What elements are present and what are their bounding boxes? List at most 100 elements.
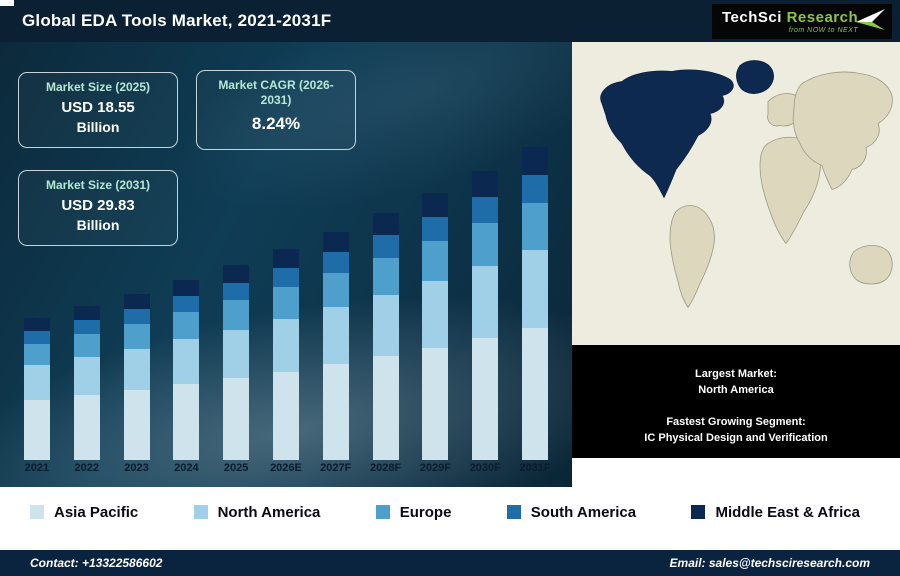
logo-brand-primary: TechSci [722, 9, 782, 26]
x-axis-label-2023: 2023 [124, 462, 149, 474]
legend-item-middle-east-africa: Middle East & Africa [691, 504, 860, 521]
bar-segment-europe [372, 257, 399, 295]
legend-swatch [193, 505, 208, 519]
bar-column-2021 [12, 102, 62, 460]
bar-segment-asia-pacific [372, 356, 399, 460]
world-map-panel [572, 42, 900, 345]
bar-2022 [73, 306, 100, 460]
x-axis-label-2021: 2021 [24, 462, 50, 474]
footer-bar: Contact: +13322586602 Email: sales@techs… [0, 550, 900, 576]
bar-segment-europe [522, 203, 549, 251]
bar-2026E [272, 249, 299, 460]
footer-email: Email: sales@techsciresearch.com [669, 556, 870, 570]
bar-segment-europe [223, 300, 250, 330]
page-title: Global EDA Tools Market, 2021-2031F [22, 11, 332, 30]
bar-2028F [372, 212, 399, 460]
x-axis-label-2027F: 2027F [320, 462, 352, 474]
logo-brand-secondary: Research [786, 9, 859, 26]
bar-column-2027F [311, 102, 361, 460]
bar-segment-middle-east-africa [372, 212, 399, 236]
bar-2030F [472, 170, 499, 460]
card-value: USD 29.83 [61, 197, 135, 214]
market-cagr-card: Market CAGR (2026-2031) 8.24% [196, 70, 356, 150]
bar-column-2030F [460, 102, 510, 460]
bar-segment-europe [472, 222, 499, 267]
x-axis-label-2030F: 2030F [469, 462, 501, 474]
corner-notch [0, 0, 14, 6]
bar-segment-europe [272, 287, 299, 319]
legend-label: South America [530, 503, 637, 521]
bar-segment-asia-pacific [272, 371, 299, 460]
bar-column-2028F [361, 102, 411, 460]
fastest-segment-label: Fastest Growing Segment: [666, 415, 806, 428]
legend-swatch [30, 505, 44, 519]
bar-segment-asia-pacific [223, 378, 250, 460]
stacked-bar-chart [12, 102, 560, 460]
x-axis-label-2031F: 2031F [519, 462, 551, 474]
bar-segment-middle-east-africa [23, 318, 50, 331]
market-size-2025-card: Market Size (2025) USD 18.55 Billion [18, 72, 178, 148]
techsci-logo: TechSci Research from NOW to NEXT [712, 4, 892, 39]
bar-segment-middle-east-africa [73, 306, 100, 321]
continent-asia [792, 71, 893, 190]
bar-segment-asia-pacific [173, 384, 200, 460]
bar-segment-north-america [73, 357, 100, 396]
logo-brand: TechSci Research [722, 9, 858, 26]
largest-market-value: North America [698, 383, 774, 396]
chart-legend: Asia Pacific North America Europe South Ame… [0, 487, 900, 537]
bar-segment-middle-east-africa [272, 249, 299, 269]
x-axis-label-2022: 2022 [74, 462, 99, 474]
bar-segment-north-america [123, 348, 150, 391]
x-axis-label-2028F: 2028F [369, 462, 402, 474]
x-axis-label-2026E: 2026E [270, 462, 302, 474]
bar-segment-middle-east-africa [173, 279, 200, 297]
bar-segment-south-america [173, 296, 200, 313]
bar-segment-south-america [272, 268, 299, 288]
x-axis-labels: 2021 2022 2023 2024 2025 2026E 2027F 2028F 2029F… [12, 462, 560, 478]
bar-segment-asia-pacific [123, 390, 150, 460]
logo-text-block: TechSci Research from NOW to NEXT [722, 9, 858, 34]
chart-panel: Market Size (2025) USD 18.55 Billion Mar… [0, 42, 572, 487]
bar-2024 [173, 279, 200, 460]
bar-segment-south-america [422, 216, 449, 241]
bar-segment-asia-pacific [472, 338, 499, 460]
continent-north-america [600, 69, 734, 199]
bar-2025 [223, 265, 250, 460]
bar-segment-south-america [372, 235, 399, 258]
bar-segment-south-america [472, 196, 499, 223]
bar-segment-asia-pacific [522, 328, 549, 460]
bar-segment-north-america [23, 364, 50, 401]
bar-2021 [23, 318, 50, 460]
fastest-segment-value: IC Physical Design and Verification [644, 431, 828, 444]
x-axis-label-2025: 2025 [223, 462, 249, 474]
bar-column-2031F [510, 102, 560, 460]
card-label: Market Size (2025) [45, 80, 151, 94]
bar-segment-asia-pacific [322, 364, 349, 460]
bar-2031F [522, 146, 549, 460]
bar-segment-south-america [123, 308, 150, 324]
footer-contact: Contact: +13322586602 [30, 556, 163, 570]
bar-segment-europe [23, 343, 50, 365]
bar-segment-europe [422, 240, 449, 281]
legend-swatch [506, 505, 521, 519]
card-label: Market Size (2031) [45, 178, 151, 192]
bar-column-2022 [62, 102, 112, 460]
paper-plane-icon [856, 9, 885, 30]
market-size-2031-card: Market Size (2031) USD 29.83 Billion [18, 170, 178, 246]
bar-segment-south-america [23, 330, 50, 344]
logo-tagline: from NOW to NEXT [788, 27, 859, 34]
bar-segment-south-america [223, 282, 250, 301]
bar-2027F [322, 231, 349, 460]
bar-segment-north-america [223, 329, 250, 379]
card-label: Market CAGR (2026-2031) [218, 78, 334, 107]
bar-segment-europe [123, 323, 150, 349]
legend-swatch [375, 505, 390, 519]
bar-segment-north-america [322, 307, 349, 365]
card-value: USD 18.55 [61, 99, 135, 116]
bar-segment-europe [322, 272, 349, 308]
info-gap [572, 399, 900, 415]
continent-australia [849, 245, 893, 285]
region-greenland [736, 60, 774, 94]
world-map [572, 43, 900, 344]
